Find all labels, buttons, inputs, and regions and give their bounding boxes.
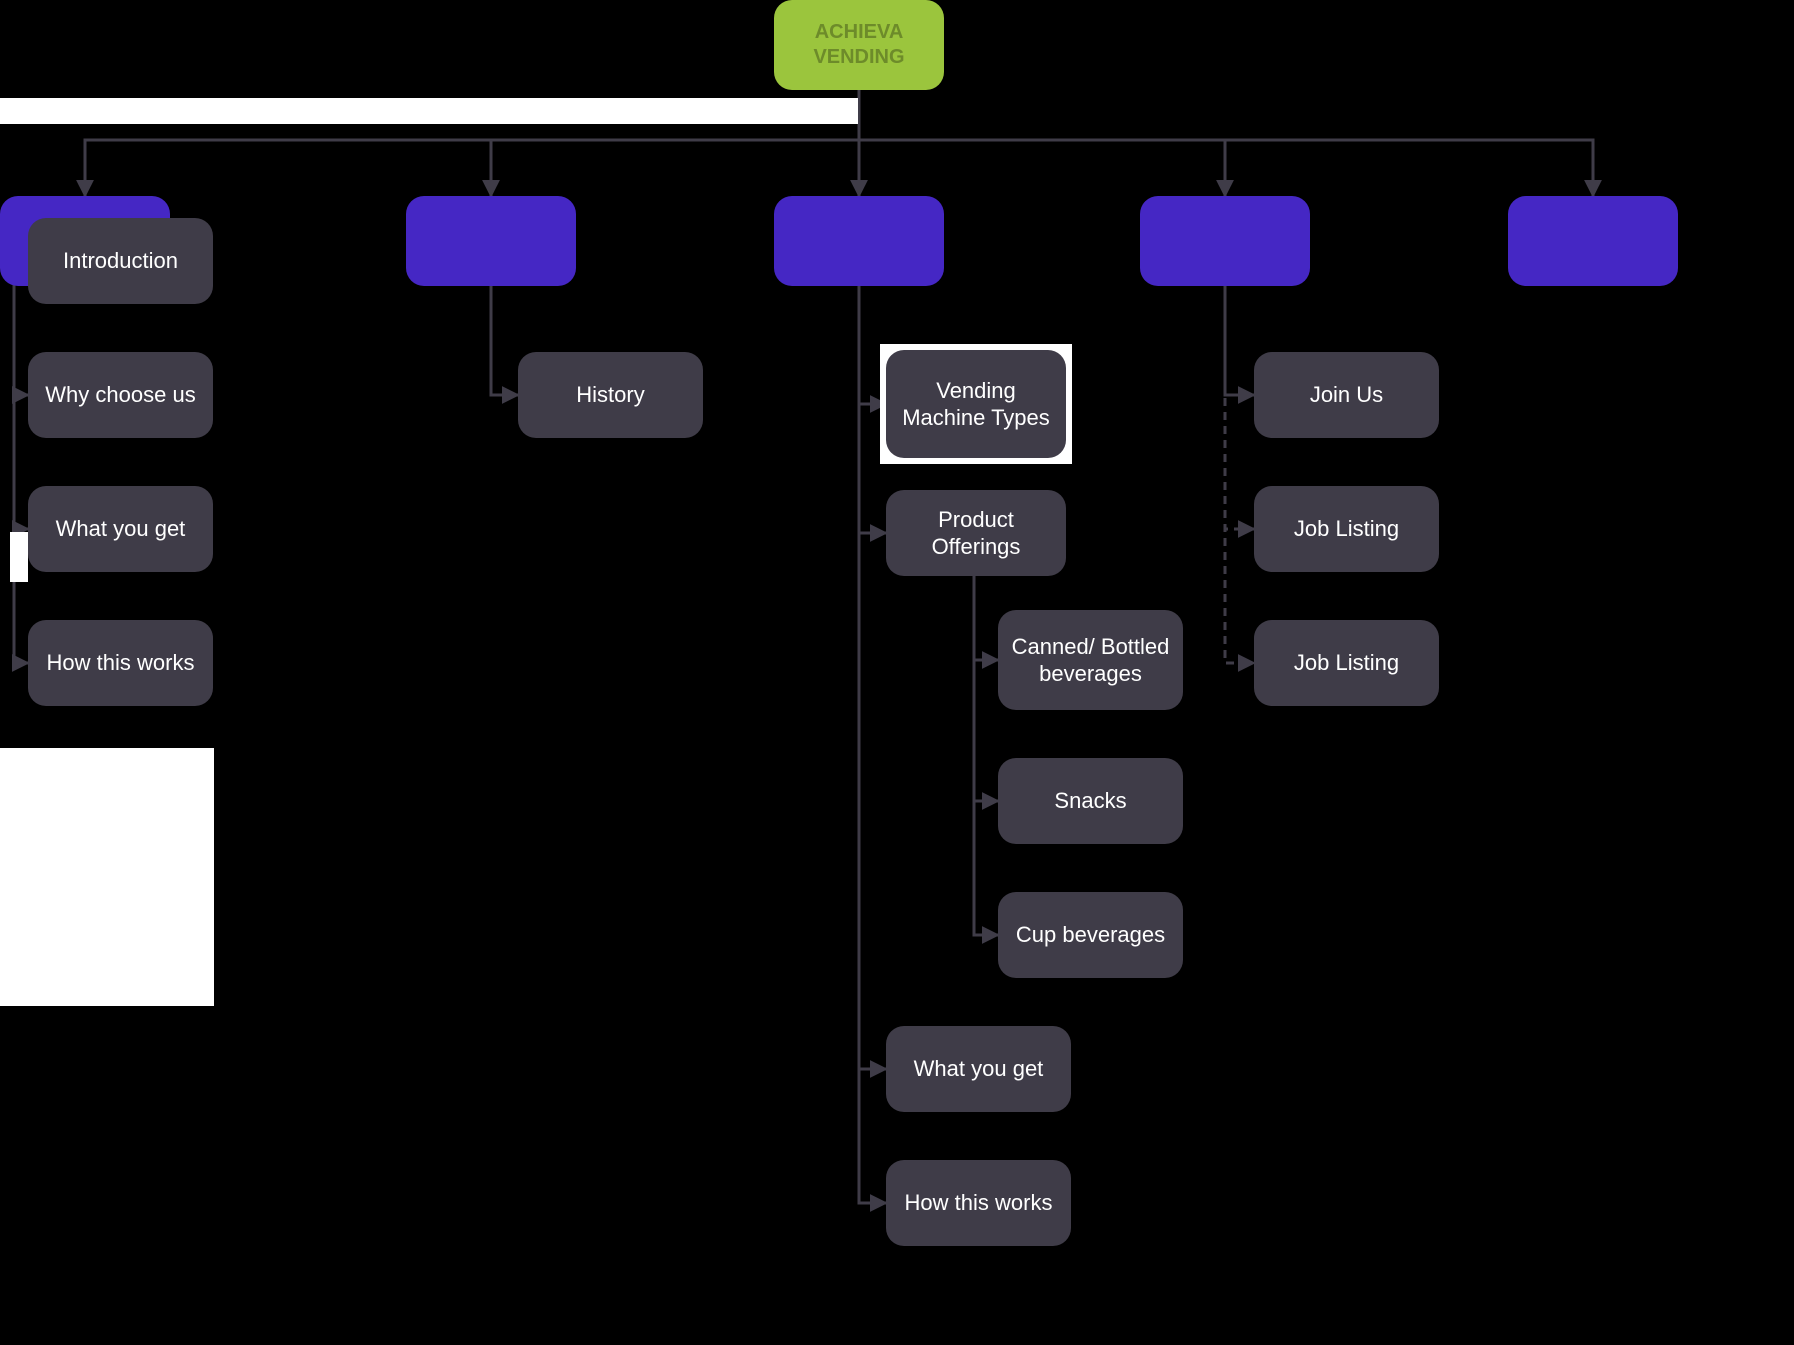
node-s1c: What you get: [28, 486, 213, 572]
node-s4a: Join Us: [1254, 352, 1439, 438]
node-s3b2: Snacks: [998, 758, 1183, 844]
node-s1a: Introduction: [28, 218, 213, 304]
white-panel: [10, 532, 28, 582]
node-s3b1: Canned/ Bottled beverages: [998, 610, 1183, 710]
edge-root-to-sec4: [859, 90, 1225, 196]
edge-sec1-to-s1d: [14, 286, 28, 663]
node-s4c: Job Listing: [1254, 620, 1439, 706]
node-sec2: [406, 196, 576, 286]
node-s3a: Vending Machine Types: [886, 350, 1066, 458]
edge-sec4-to-s4a: [1225, 286, 1254, 395]
node-root: ACHIEVA VENDING: [774, 0, 944, 90]
node-sec3: [774, 196, 944, 286]
edge-sec1-to-s1b: [14, 286, 28, 395]
edge-sec1-to-s1c: [14, 286, 28, 529]
node-s2a: History: [518, 352, 703, 438]
edge-s3b-to-s3b1: [974, 576, 998, 660]
node-s3b: Product Offerings: [886, 490, 1066, 576]
node-s3d: How this works: [886, 1160, 1071, 1246]
node-s4b: Job Listing: [1254, 486, 1439, 572]
edge-root-to-sec5: [859, 90, 1593, 196]
edge-s3b-to-s3b3: [974, 576, 998, 935]
node-sec4: [1140, 196, 1310, 286]
white-panel: [0, 748, 214, 1006]
edge-s3b-to-s3b2: [974, 576, 998, 801]
white-panel: [0, 98, 858, 124]
node-s3c: What you get: [886, 1026, 1071, 1112]
edge-sec2-to-s2a: [491, 286, 518, 395]
node-s1d: How this works: [28, 620, 213, 706]
edge-sec4-to-s4b: [1225, 286, 1254, 529]
node-s3b3: Cup beverages: [998, 892, 1183, 978]
node-sec5: [1508, 196, 1678, 286]
edge-sec4-to-s4c: [1225, 286, 1254, 663]
sitemap-diagram: ACHIEVA VENDING Introduction Why choose us…: [0, 0, 1794, 1345]
node-s1b: Why choose us: [28, 352, 213, 438]
